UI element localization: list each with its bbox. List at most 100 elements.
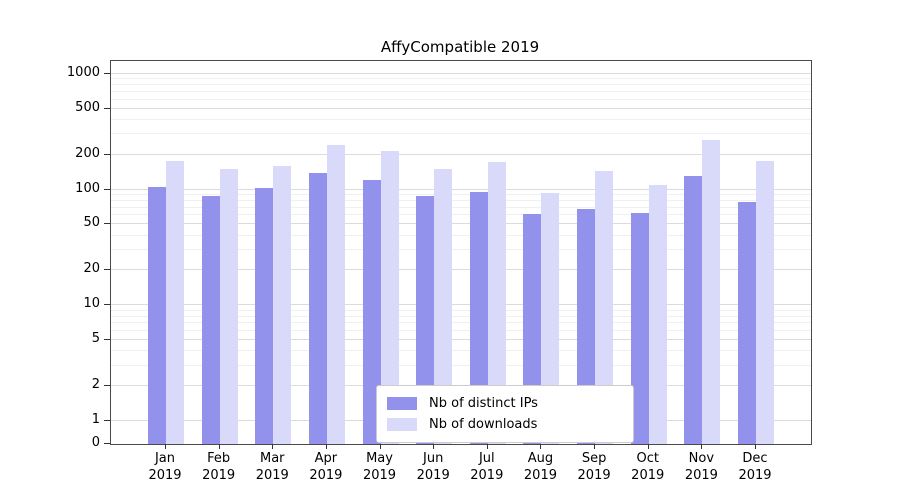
- legend-entry-downloads: Nb of downloads: [387, 414, 623, 435]
- minor-gridline: [111, 350, 811, 352]
- x-tick-label: Oct 2019: [618, 450, 678, 484]
- x-tick-year: 2019: [631, 468, 665, 483]
- x-tick-month: Dec: [742, 451, 768, 466]
- x-tick-label: Feb 2019: [189, 450, 249, 484]
- y-tick-mark: [104, 188, 110, 190]
- major-gridline: [111, 339, 811, 341]
- y-tick-mark: [104, 72, 110, 74]
- x-tick-label: Aug 2019: [510, 450, 570, 484]
- bar-distinct-ips: [148, 187, 166, 444]
- x-tick-year: 2019: [577, 468, 611, 483]
- y-tick-label: 20: [83, 261, 100, 277]
- x-tick-year: 2019: [309, 468, 343, 483]
- x-tick-month: Aug: [527, 451, 554, 466]
- legend-swatch-downloads: [387, 418, 417, 431]
- x-tick-mark: [272, 444, 274, 449]
- x-tick-mark: [325, 444, 327, 449]
- x-tick-month: Oct: [636, 451, 659, 466]
- bar-distinct-ips: [308, 172, 327, 444]
- x-tick-mark: [486, 444, 488, 449]
- bar-downloads: [166, 161, 184, 444]
- x-tick-label: Dec 2019: [725, 450, 785, 484]
- x-tick-year: 2019: [255, 468, 289, 483]
- legend: Nb of distinct IPs Nb of downloads: [376, 385, 634, 443]
- y-tick-label: 0: [91, 435, 100, 450]
- legend-entry-distinct-ips: Nb of distinct IPs: [387, 393, 623, 414]
- bar-downloads: [326, 144, 345, 444]
- y-tick-label: 1000: [66, 64, 100, 80]
- bar-distinct-ips: [255, 188, 274, 444]
- y-tick-mark: [104, 339, 110, 341]
- x-tick-year: 2019: [202, 468, 236, 483]
- x-tick-year: 2019: [523, 468, 557, 483]
- major-gridline: [111, 269, 811, 271]
- legend-label-distinct-ips: Nb of distinct IPs: [429, 396, 538, 411]
- bar-downloads: [648, 184, 667, 444]
- x-tick-mark: [594, 444, 596, 449]
- x-tick-mark: [701, 444, 703, 449]
- minor-gridline: [111, 234, 811, 236]
- plot-area: Nb of distinct IPs Nb of downloads: [110, 60, 812, 445]
- bar-distinct-ips: [362, 180, 381, 444]
- x-tick-month: Nov: [688, 451, 715, 466]
- x-tick-label: Jul 2019: [457, 450, 517, 484]
- legend-swatch-distinct-ips: [387, 397, 417, 410]
- x-tick-mark: [165, 444, 166, 449]
- minor-gridline: [111, 309, 811, 311]
- minor-gridline: [111, 249, 811, 251]
- y-tick-label: 1: [91, 412, 100, 427]
- minor-gridline: [111, 206, 811, 208]
- minor-gridline: [111, 118, 811, 120]
- minor-gridline: [111, 364, 811, 366]
- major-gridline: [111, 107, 811, 109]
- y-tick-label: 100: [75, 180, 100, 196]
- y-tick-mark: [104, 304, 110, 306]
- bar-downloads: [487, 162, 506, 444]
- x-tick-mark: [755, 444, 756, 449]
- y-tick-mark: [104, 269, 110, 271]
- minor-gridline: [111, 329, 811, 331]
- bar-distinct-ips: [416, 196, 435, 444]
- bar-distinct-ips: [630, 212, 649, 444]
- y-tick-mark: [104, 420, 110, 421]
- x-tick-mark: [647, 444, 649, 449]
- x-tick-year: 2019: [362, 468, 397, 483]
- minor-gridline: [111, 90, 811, 92]
- x-tick-year: 2019: [148, 468, 182, 483]
- bar-downloads: [756, 161, 774, 444]
- x-tick-mark: [379, 444, 381, 449]
- y-tick-mark: [104, 385, 110, 387]
- y-tick-label: 200: [75, 145, 100, 161]
- x-tick-year: 2019: [738, 468, 772, 483]
- y-tick-mark: [104, 223, 110, 225]
- x-tick-year: 2019: [470, 468, 504, 483]
- minor-gridline: [111, 133, 811, 135]
- major-gridline: [111, 304, 811, 306]
- x-tick-year: 2019: [416, 468, 450, 483]
- x-tick-label: Mar 2019: [242, 450, 302, 484]
- bar-downloads: [219, 169, 238, 444]
- x-tick-year: 2019: [684, 468, 718, 483]
- bar-distinct-ips: [201, 196, 220, 444]
- x-tick-label: Nov 2019: [671, 450, 731, 484]
- bar-downloads: [273, 165, 292, 444]
- major-gridline: [111, 188, 811, 190]
- x-tick-label: Sep 2019: [564, 450, 624, 484]
- minor-gridline: [111, 98, 811, 100]
- bar-downloads: [434, 169, 453, 444]
- x-tick-month: Sep: [581, 451, 607, 466]
- y-tick-mark: [104, 153, 110, 155]
- x-tick-month: Jan: [154, 451, 176, 466]
- y-tick-label: 2: [91, 377, 100, 393]
- bar-downloads: [595, 170, 614, 444]
- x-tick-month: Feb: [207, 451, 231, 466]
- y-tick-mark: [104, 107, 110, 109]
- x-tick-month: Apr: [314, 451, 338, 466]
- minor-gridline: [111, 214, 811, 216]
- y-tick-label: 5: [91, 331, 100, 347]
- y-tick-label: 50: [83, 215, 100, 231]
- x-tick-label: Apr 2019: [296, 450, 356, 484]
- x-tick-mark: [218, 444, 220, 449]
- x-tick-month: Jun: [423, 451, 444, 466]
